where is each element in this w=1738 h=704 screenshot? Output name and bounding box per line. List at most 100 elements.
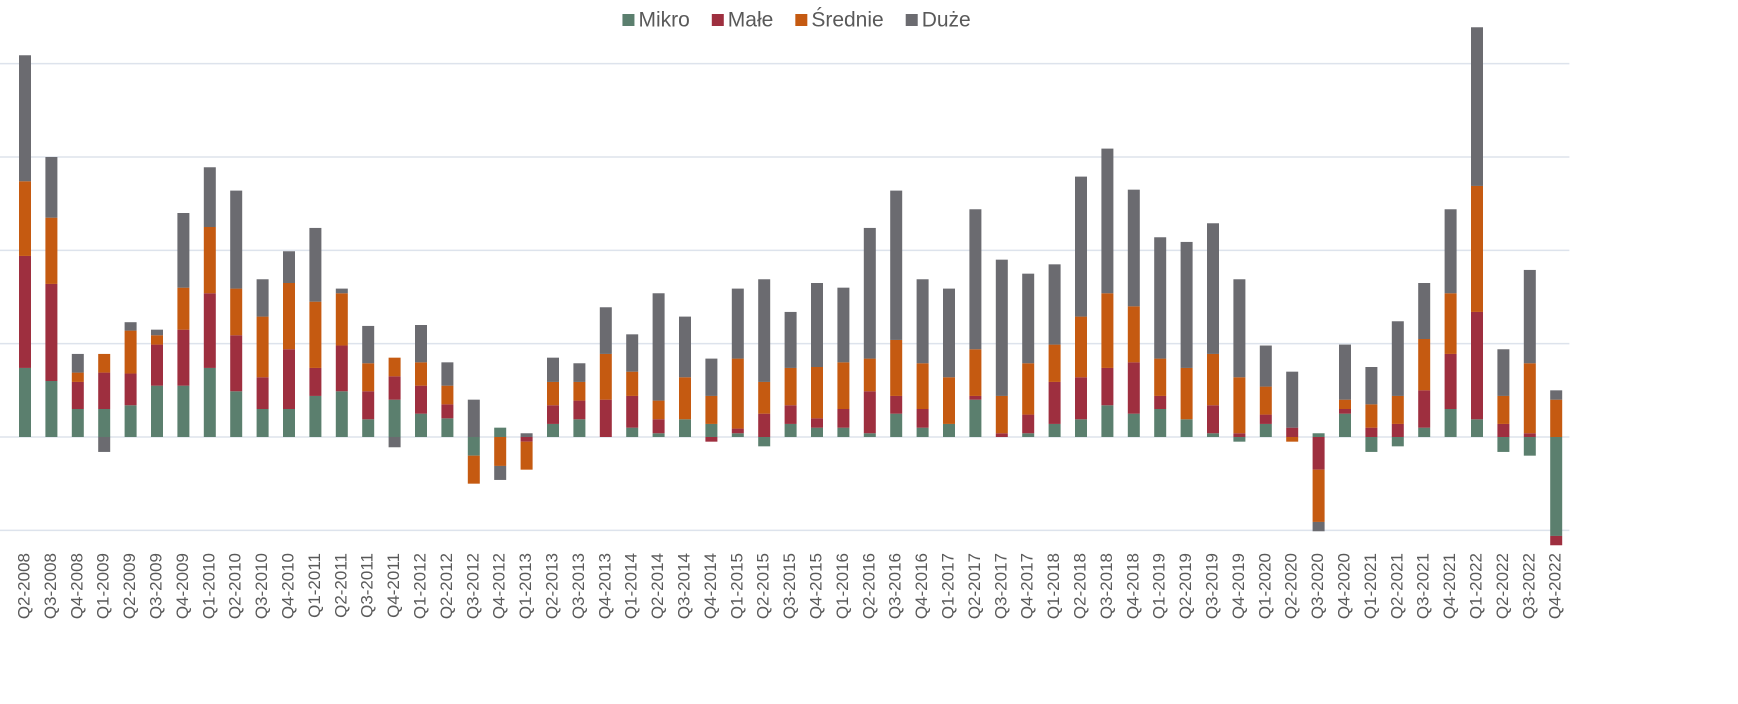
bar-segment <box>1523 433 1536 437</box>
x-tick-label: Q1-2016 <box>833 553 852 619</box>
bar-segment <box>890 413 903 437</box>
bar-segment <box>388 376 401 400</box>
bar-segment <box>1497 349 1510 396</box>
x-tick-label: Q4-2014 <box>701 553 720 619</box>
x-tick-label: Q4-2013 <box>595 553 614 619</box>
bar-segment <box>71 353 84 373</box>
bar-segment <box>731 358 744 429</box>
bar-segment <box>599 399 612 437</box>
bar-segment <box>1233 437 1246 442</box>
bar-segment <box>309 227 322 302</box>
bar-segment <box>547 423 559 437</box>
bar-segment <box>1523 269 1536 364</box>
bar-segment <box>494 437 507 466</box>
bar-segment <box>1550 399 1563 437</box>
bar-segment <box>1286 371 1299 428</box>
bar-segment <box>1233 279 1246 378</box>
bar-segment <box>283 283 295 350</box>
bar-segment <box>283 409 295 437</box>
bar-segment <box>177 287 190 330</box>
bar-segment <box>362 325 375 364</box>
bar-segment <box>1339 399 1351 409</box>
bar-segment <box>573 419 586 437</box>
bar-segment <box>1365 427 1378 437</box>
bar-segment <box>837 409 850 428</box>
bar-segment <box>441 404 454 419</box>
bar-segment <box>969 395 982 400</box>
bar-segment <box>1365 367 1378 405</box>
bar-segment <box>1418 427 1431 437</box>
bar-segment <box>1127 306 1140 363</box>
bar-segment <box>335 293 348 346</box>
bar-segment <box>1471 185 1483 312</box>
bar-segment <box>45 217 58 284</box>
bar-segment <box>1497 437 1510 452</box>
bar-segment <box>1207 433 1219 437</box>
bar-segment <box>177 329 190 386</box>
bar-segment <box>1339 409 1351 414</box>
bar-segment <box>547 381 559 406</box>
bar-segment <box>520 437 533 442</box>
x-tick-label: Q2-2011 <box>331 553 350 618</box>
bar-segment <box>1497 395 1510 424</box>
bar-segment <box>758 413 771 437</box>
x-tick-label: Q1-2010 <box>199 553 218 619</box>
x-tick-label: Q3-2013 <box>569 553 588 619</box>
bar-segment <box>415 325 427 363</box>
bar-segment <box>441 385 454 405</box>
bar-segment <box>1075 316 1087 378</box>
bar-segment <box>1048 264 1061 345</box>
x-tick-label: Q1-2021 <box>1361 553 1380 619</box>
bar-segment <box>1418 390 1431 428</box>
bar-segment <box>494 465 507 480</box>
x-tick-label: Q2-2012 <box>437 553 456 619</box>
bar-segment <box>599 307 612 354</box>
bar-segment <box>890 339 903 396</box>
bar-segment <box>1339 413 1351 437</box>
bar-segment <box>1497 423 1510 437</box>
x-tick-label: Q1-2014 <box>622 553 641 619</box>
bar-segment <box>1048 381 1061 424</box>
bar-segment <box>652 400 665 420</box>
bar-segment <box>1418 339 1431 391</box>
bar-segment <box>1048 423 1061 437</box>
bar-segment <box>1550 390 1563 400</box>
bar-segment <box>441 362 454 386</box>
bar-segment <box>811 283 823 367</box>
bar-segment <box>230 335 243 392</box>
bar-segment <box>1101 405 1114 437</box>
x-tick-label: Q2-2008 <box>14 553 33 619</box>
bar-segment <box>705 358 718 396</box>
x-tick-label: Q1-2022 <box>1466 553 1485 619</box>
bar-segment <box>995 259 1008 396</box>
bar-segment <box>599 353 612 400</box>
bar-segment <box>98 353 111 373</box>
bar-segment <box>784 311 797 368</box>
bar-segment <box>124 322 137 331</box>
bar-segment <box>1075 419 1087 437</box>
bar-segment <box>837 287 850 363</box>
bar-segment <box>1022 273 1035 364</box>
bar-segment <box>731 433 744 437</box>
bar-segment <box>1101 367 1114 406</box>
x-tick-label: Q1-2018 <box>1044 553 1063 619</box>
bar-segment <box>1022 363 1035 415</box>
x-tick-label: Q1-2011 <box>305 553 324 618</box>
x-tick-label: Q2-2014 <box>648 553 667 619</box>
bar-segment <box>520 433 533 437</box>
x-tick-label: Q3-2017 <box>991 553 1010 619</box>
bar-segment <box>1418 283 1431 339</box>
x-tick-label: Q4-2020 <box>1334 553 1353 619</box>
bar-segment <box>784 405 797 424</box>
x-tick-label: Q4-2022 <box>1546 553 1565 619</box>
legend: Mikro Małe Średnie Duże <box>622 8 971 32</box>
bar-segment <box>1471 419 1483 437</box>
bar-segment <box>1233 377 1246 434</box>
bar-segment <box>520 441 533 470</box>
bar-segment <box>71 409 84 437</box>
bar-segment <box>388 399 401 437</box>
bar-segment <box>283 251 295 283</box>
bar-segment <box>45 157 58 218</box>
x-tick-label: Q2-2018 <box>1070 553 1089 619</box>
bar-segment <box>758 279 771 382</box>
